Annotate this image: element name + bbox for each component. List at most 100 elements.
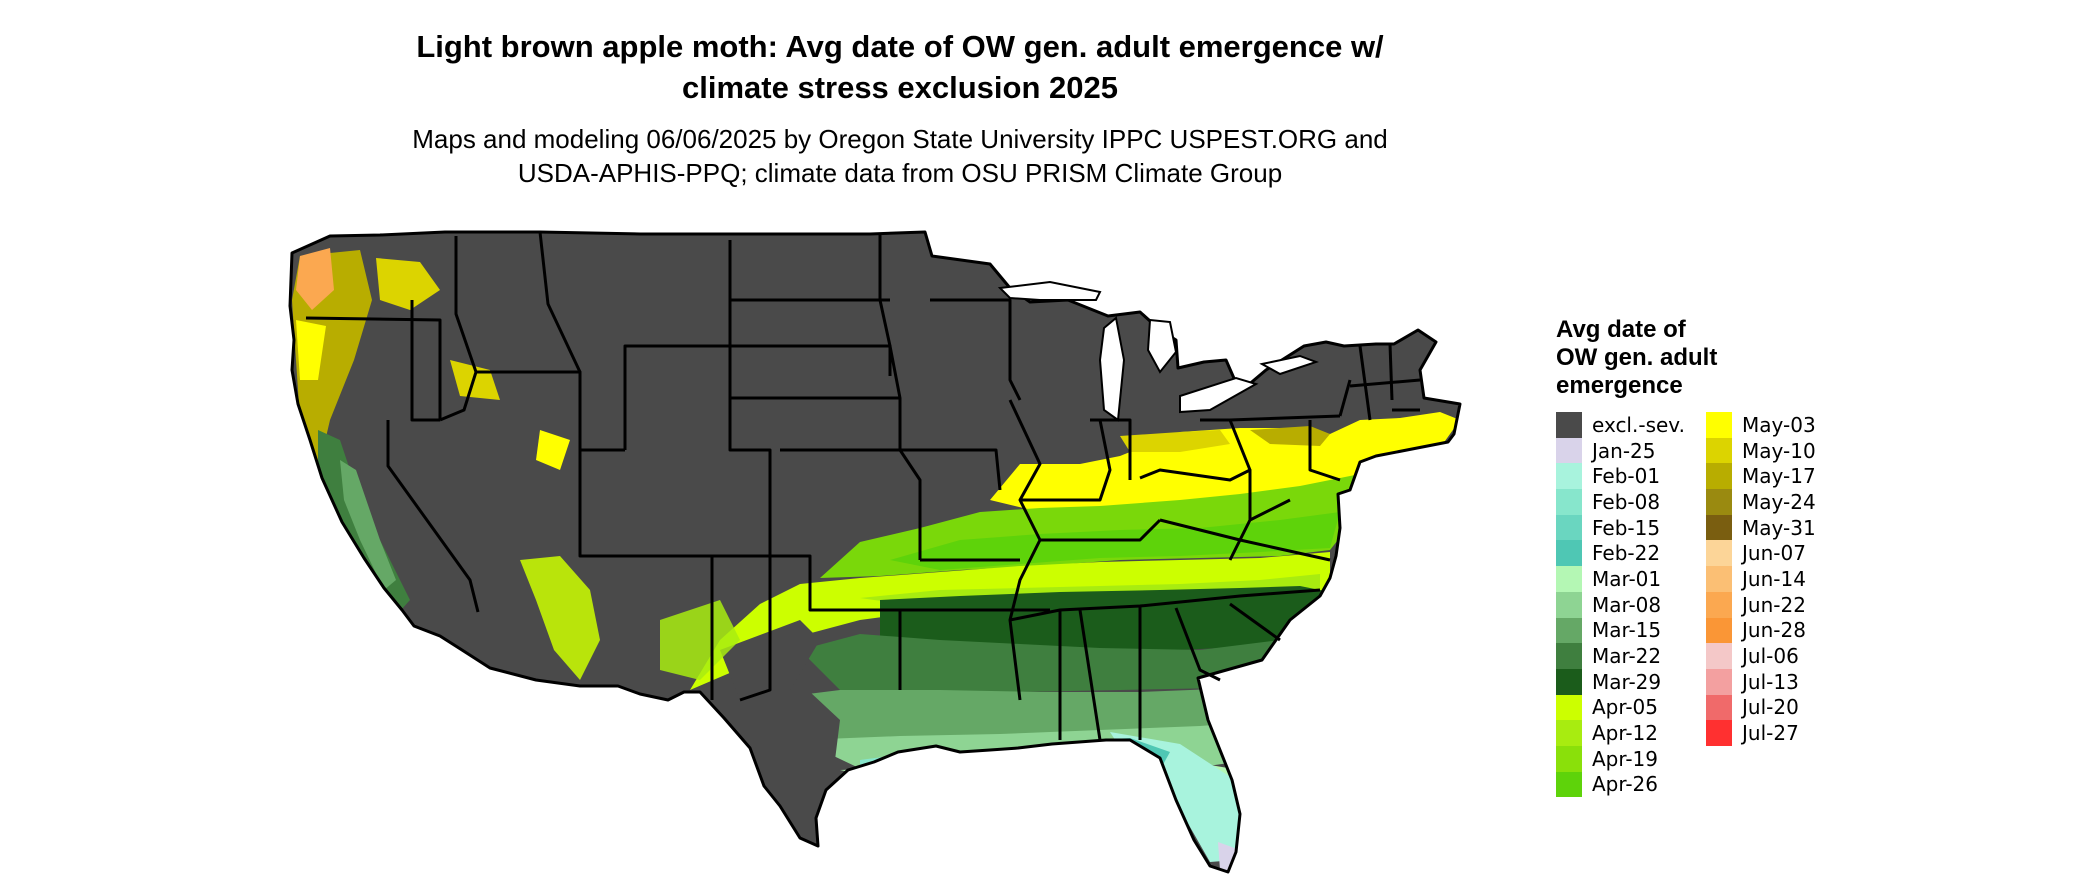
legend-swatch	[1556, 694, 1582, 721]
legend-item: Jun-07	[1706, 540, 1856, 567]
legend-swatch	[1706, 566, 1732, 592]
legend-swatch	[1556, 489, 1582, 515]
legend-item: Mar-08	[1556, 591, 1706, 618]
legend-item: Jul-27	[1706, 720, 1856, 746]
legend-label: May-10	[1742, 438, 1816, 463]
legend-item: Jun-28	[1706, 617, 1856, 644]
legend-label: Feb-08	[1592, 489, 1661, 514]
legend-item: excl.-sev.	[1556, 412, 1706, 438]
legend-label: excl.-sev.	[1592, 412, 1685, 437]
us-emergence-map	[288, 230, 1462, 874]
great-lakes	[997, 280, 1319, 422]
legend-swatch	[1706, 591, 1732, 618]
legend-swatch	[1556, 745, 1582, 772]
legend-swatch	[1706, 720, 1732, 746]
map-title-line-1: Light brown apple moth: Avg date of OW g…	[416, 29, 1384, 64]
legend-label: May-31	[1742, 515, 1816, 540]
legend-item: May-03	[1706, 412, 1856, 438]
legend-label: Jan-25	[1592, 438, 1656, 463]
legend-label: Mar-01	[1592, 566, 1662, 591]
legend-label: Apr-19	[1592, 746, 1658, 771]
legend-title-line-1: Avg date of	[1556, 316, 1686, 343]
legend-swatch	[1556, 437, 1582, 464]
map-title: Light brown apple moth: Avg date of OW g…	[270, 26, 1530, 108]
legend-swatch	[1706, 643, 1732, 669]
legend-swatch	[1706, 489, 1732, 515]
map-subtitle-line-1: Maps and modeling 06/06/2025 by Oregon S…	[412, 124, 1388, 154]
legend-item: Apr-12	[1556, 720, 1706, 746]
legend-label: Jun-28	[1742, 618, 1806, 643]
legend-item: May-17	[1706, 463, 1856, 490]
legend-item: Jan-25	[1556, 437, 1706, 464]
legend-item: Apr-26	[1556, 771, 1706, 798]
legend-swatch	[1706, 412, 1732, 438]
legend-item: Feb-08	[1556, 489, 1706, 515]
legend-title: Avg date of OW gen. adult emergence	[1556, 316, 1856, 400]
legend-label: Jul-13	[1742, 669, 1799, 694]
legend-label: Feb-15	[1592, 515, 1661, 540]
legend-item: Mar-29	[1556, 668, 1706, 695]
legend-label: Mar-22	[1592, 644, 1662, 669]
legend-label: Mar-08	[1592, 592, 1662, 617]
legend-label: Mar-15	[1592, 618, 1662, 643]
legend-item: May-31	[1706, 514, 1856, 541]
map-subtitle: Maps and modeling 06/06/2025 by Oregon S…	[270, 122, 1530, 190]
legend-swatch	[1556, 668, 1582, 695]
legend-label: Feb-22	[1592, 541, 1661, 566]
legend-item: Feb-01	[1556, 463, 1706, 490]
legend-swatch	[1706, 437, 1732, 464]
legend-item: Jul-06	[1706, 643, 1856, 669]
legend-item: Mar-01	[1556, 566, 1706, 592]
map-title-line-2: climate stress exclusion 2025	[682, 70, 1118, 105]
legend-label: Apr-26	[1592, 772, 1658, 797]
legend-label: Jul-20	[1742, 695, 1799, 720]
legend-swatch	[1556, 643, 1582, 669]
legend-label: May-17	[1742, 464, 1816, 489]
legend-swatch	[1556, 412, 1582, 438]
legend-item: May-24	[1706, 489, 1856, 515]
legend-label: Jul-06	[1742, 644, 1799, 669]
legend-item: Jun-14	[1706, 566, 1856, 592]
legend-swatch	[1706, 617, 1732, 644]
map-subtitle-line-2: USDA-APHIS-PPQ; climate data from OSU PR…	[517, 158, 1283, 188]
legend-swatch	[1556, 463, 1582, 490]
legend-label: May-03	[1742, 412, 1816, 437]
legend-swatch	[1556, 771, 1582, 798]
legend-item: Mar-22	[1556, 643, 1706, 669]
legend-label: Jun-07	[1742, 541, 1806, 566]
state-borders	[288, 230, 1462, 874]
legend-swatch	[1556, 540, 1582, 567]
legend-item: Mar-15	[1556, 617, 1706, 644]
legend-label: Jul-27	[1742, 721, 1799, 746]
legend: Avg date of OW gen. adult emergence excl…	[1556, 316, 1856, 798]
legend-title-line-2: OW gen. adult	[1556, 344, 1718, 371]
legend-item: Feb-15	[1556, 514, 1706, 541]
legend-label: Apr-05	[1592, 695, 1658, 720]
legend-item: May-10	[1706, 437, 1856, 464]
legend-label: Feb-01	[1592, 464, 1661, 489]
legend-column-2: May-03 May-10 May-17 May-24 May-31 Jun-07 Jun-…	[1706, 412, 1856, 797]
legend-swatch	[1706, 668, 1732, 695]
legend-swatch	[1556, 591, 1582, 618]
legend-title-line-3: emergence	[1556, 372, 1683, 399]
legend-columns: excl.-sev. Jan-25 Feb-01 Feb-08 Feb-15 Feb-22…	[1556, 412, 1856, 798]
legend-swatch	[1706, 694, 1732, 721]
legend-label: Jun-22	[1742, 592, 1806, 617]
legend-item: Jul-20	[1706, 694, 1856, 721]
legend-swatch	[1556, 720, 1582, 746]
legend-swatch	[1556, 514, 1582, 541]
legend-column-1: excl.-sev. Jan-25 Feb-01 Feb-08 Feb-15 Feb-22…	[1556, 412, 1706, 798]
legend-label: Jun-14	[1742, 566, 1806, 591]
legend-item: Apr-05	[1556, 694, 1706, 721]
legend-item: Feb-22	[1556, 540, 1706, 567]
legend-swatch	[1706, 514, 1732, 541]
legend-item: Jul-13	[1706, 668, 1856, 695]
legend-item: Apr-19	[1556, 745, 1706, 772]
legend-label: May-24	[1742, 489, 1816, 514]
legend-swatch	[1556, 566, 1582, 592]
legend-item: Jun-22	[1706, 591, 1856, 618]
legend-swatch	[1706, 463, 1732, 490]
legend-label: Apr-12	[1592, 721, 1658, 746]
legend-label: Mar-29	[1592, 669, 1662, 694]
legend-swatch	[1706, 540, 1732, 567]
